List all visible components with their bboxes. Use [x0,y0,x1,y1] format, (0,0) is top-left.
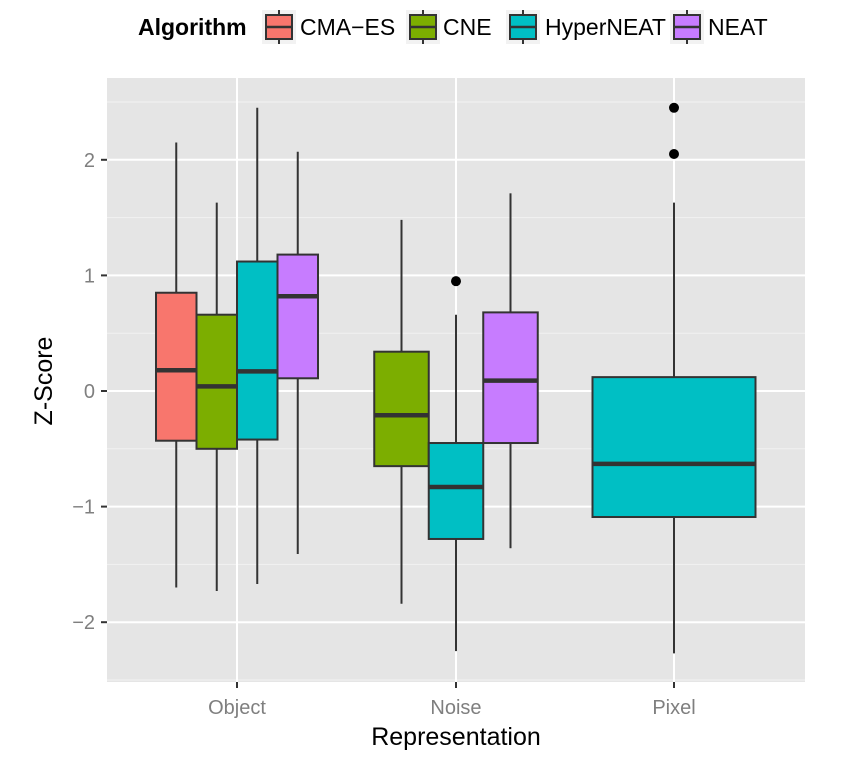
legend-entry-cmaes: CMA−ES [262,10,395,44]
box-object-cmaes [155,142,198,588]
legend-label: NEAT [708,14,768,40]
box-iqr [591,376,757,519]
x-axis-title: Representation [371,723,541,751]
box-noise-cne [373,219,430,604]
y-tick-label: −1 [72,497,95,519]
box-pixel-hyperneat [591,102,757,654]
legend-label: CNE [443,14,492,40]
outlier-point [669,102,679,113]
box-iqr [236,260,279,441]
legend-label: HyperNEAT [545,14,666,40]
x-tick-label: Object [208,697,266,719]
box-iqr [155,291,198,442]
legend-label: CMA−ES [300,14,395,40]
legend: Algorithm CMA−ES CNE HyperNEAT NEAT [138,10,768,44]
box-iqr [427,442,485,540]
box-object-cne [195,202,238,591]
box-noise-hyperneat [427,276,485,652]
box-object-neat [276,151,319,554]
boxes [155,102,757,654]
y-tick-label: −2 [72,612,95,634]
box-iqr [373,350,430,468]
y-tick-label: 0 [84,381,95,403]
legend-entry-hyperneat: HyperNEAT [506,10,666,44]
legend-entry-cne: CNE [406,10,492,44]
box-iqr [195,313,238,450]
box-iqr [482,311,539,445]
y-tick-label: 1 [84,265,95,287]
axes: −2 −1 0 1 2 Object Noise Pixel [72,150,695,719]
legend-entry-neat: NEAT [670,10,768,44]
box-noise-neat [482,193,539,549]
outlier-point [451,276,461,287]
box-iqr [276,253,319,380]
x-tick-label: Pixel [652,697,695,719]
legend-title: Algorithm [138,14,247,40]
outlier-point [669,149,679,160]
x-tick-label: Noise [430,697,481,719]
y-axis-title: Z-Score [30,337,58,426]
y-tick-label: 2 [84,150,95,172]
